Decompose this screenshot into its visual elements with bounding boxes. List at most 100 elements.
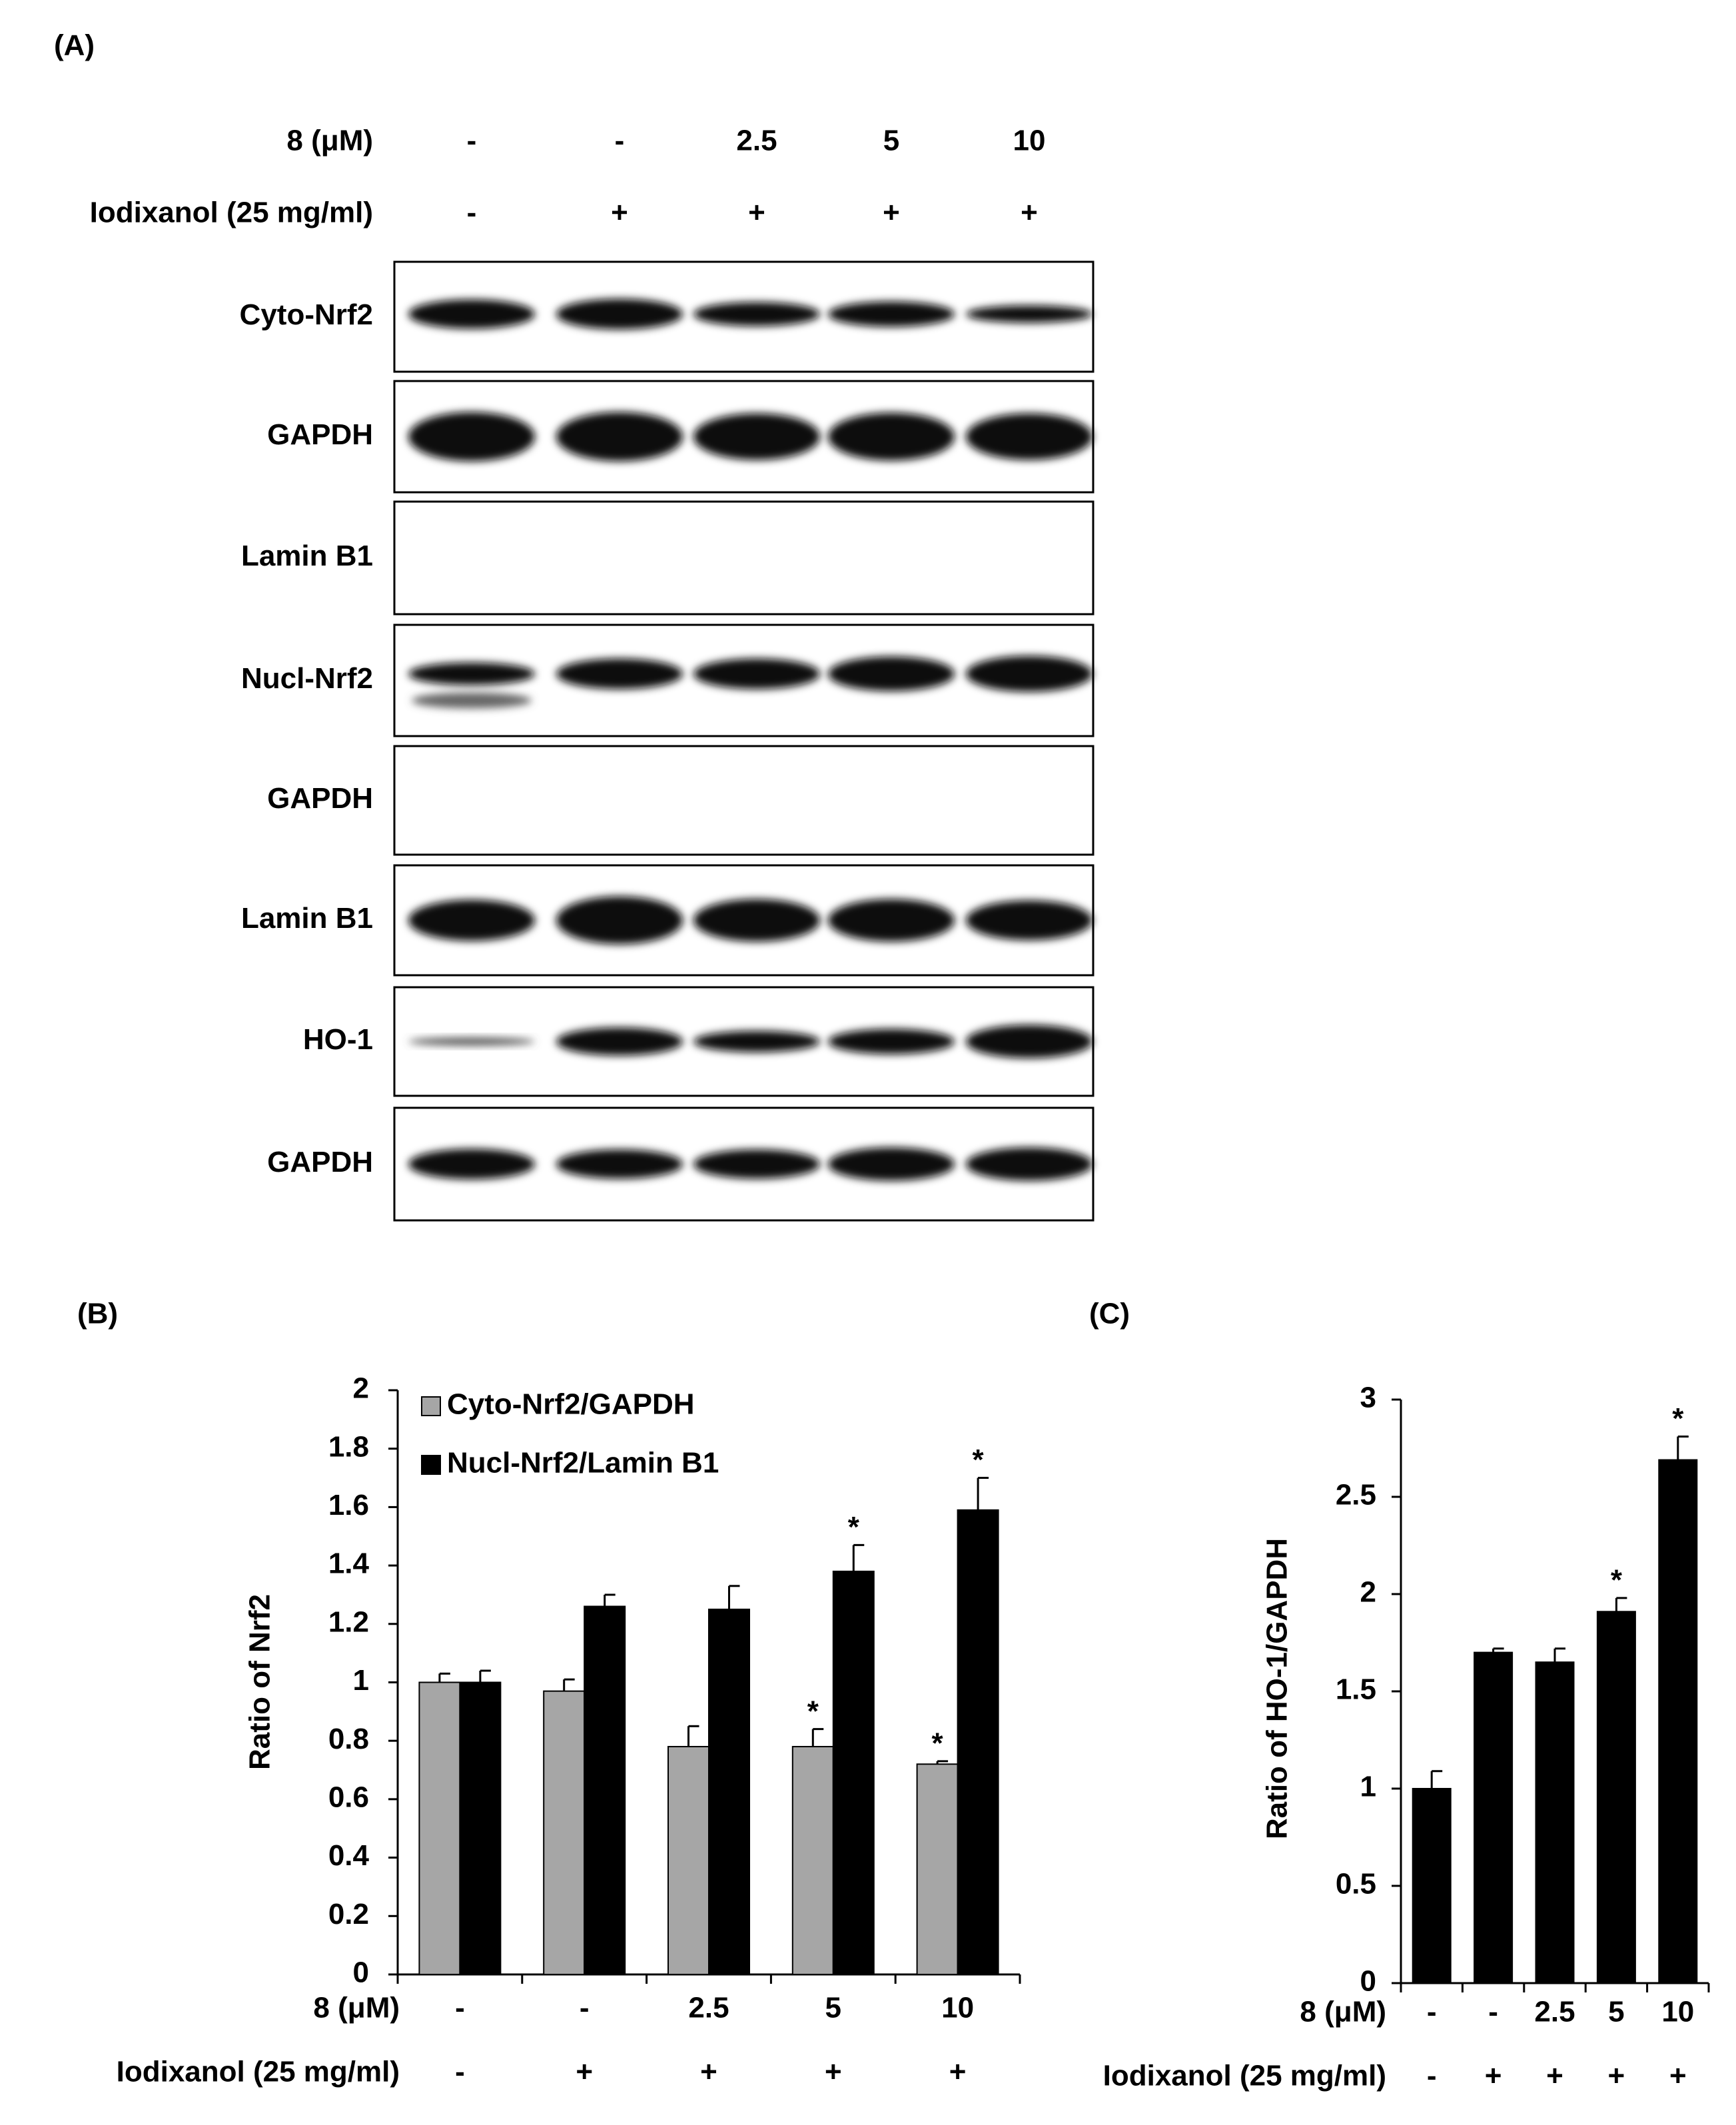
error-bar: [1553, 1647, 1565, 1663]
x-tick-label: -: [1427, 2060, 1437, 2092]
x-tick-label: 10: [1661, 1996, 1694, 2028]
condition-value: -: [467, 197, 477, 229]
y-tick-label: 1.4: [328, 1547, 370, 1580]
x-tick-label: -: [580, 1992, 590, 2024]
blot-band: [693, 413, 820, 460]
x-tick-label: +: [576, 2056, 593, 2088]
error-bar: [1492, 1647, 1504, 1653]
x-tick-label: -: [455, 1992, 465, 2024]
y-tick-label: 2: [353, 1372, 369, 1405]
bar: [543, 1690, 586, 1976]
blot-band: [556, 1027, 683, 1056]
y-tick-label: 1.2: [328, 1605, 369, 1638]
x-tick-label: +: [1546, 2060, 1563, 2092]
y-tick-label: 1: [353, 1664, 369, 1697]
category-row-label: 8 (μM): [1300, 1996, 1386, 2028]
bar: [667, 1745, 709, 1975]
blot-row-label: GAPDH: [267, 1146, 373, 1178]
blot-band: [408, 1148, 535, 1180]
blot-box: [393, 500, 1094, 616]
bar: [916, 1763, 959, 1976]
blot-row-label: GAPDH: [267, 782, 373, 815]
bar: [708, 1608, 750, 1975]
x-tick-label: +: [1669, 2060, 1687, 2092]
blot-band: [556, 298, 683, 330]
blot-band: [828, 1029, 955, 1055]
error-bar: [563, 1678, 575, 1691]
x-tick-label: +: [949, 2056, 967, 2088]
error-bar: [687, 1725, 699, 1747]
blot-row-label: Lamin B1: [241, 540, 373, 572]
condition-value: +: [748, 197, 765, 229]
condition-value: 2.5: [736, 125, 777, 157]
blot-row-label: Nucl-Nrf2: [241, 662, 373, 695]
blot-band: [693, 1031, 820, 1053]
error-bar: [479, 1669, 491, 1683]
significance-mark: *: [1672, 1402, 1684, 1435]
significance-mark: *: [848, 1511, 860, 1543]
y-tick-label: 0.6: [328, 1781, 369, 1814]
blot-band: [412, 692, 532, 709]
x-tick-label: +: [825, 2056, 842, 2088]
bar: [1412, 1788, 1452, 1984]
y-tick-label: 1: [1360, 1771, 1376, 1803]
condition-value: +: [611, 197, 628, 229]
significance-mark: *: [932, 1727, 944, 1760]
x-tick-label: +: [1608, 2060, 1625, 2092]
blot-band: [828, 1147, 955, 1181]
blot-band: [828, 301, 955, 327]
blot-row-label: Lamin B1: [241, 902, 373, 935]
blot-band: [828, 899, 955, 942]
category-row-label: Iodixanol (25 mg/ml): [117, 2056, 400, 2088]
y-tick-label: 0.4: [328, 1839, 370, 1872]
x-tick-label: 5: [1608, 1996, 1624, 2028]
condition-label: Iodixanol (25 mg/ml): [90, 197, 373, 229]
x-tick-label: 2.5: [1534, 1996, 1575, 2028]
blot-row-label: Cyto-Nrf2: [240, 298, 373, 331]
blot-band: [693, 899, 820, 942]
y-tick-label: 0.8: [328, 1723, 369, 1755]
condition-value: -: [615, 125, 625, 157]
x-tick-label: 5: [825, 1992, 841, 2024]
category-row-label: 8 (μM): [313, 1992, 400, 2024]
bar: [1658, 1459, 1698, 1984]
panel-label: (B): [77, 1298, 118, 1330]
bar: [1535, 1661, 1575, 1984]
blot-band: [966, 1025, 1092, 1059]
x-tick-label: 10: [941, 1992, 974, 2024]
x-tick-label: +: [1485, 2060, 1502, 2092]
error-bar: [728, 1585, 740, 1609]
y-tick-label: 1.6: [328, 1489, 369, 1521]
panel-label: (C): [1089, 1298, 1130, 1330]
blot-band: [556, 658, 683, 689]
blot-band: [693, 658, 820, 689]
error-bar: [1615, 1597, 1627, 1612]
condition-value: +: [883, 197, 900, 229]
x-tick-label: -: [1427, 1996, 1437, 2028]
y-tick-label: 0: [1360, 1965, 1376, 1998]
category-row-label: Iodixanol (25 mg/ml): [1103, 2060, 1386, 2092]
y-tick-label: 3: [1360, 1382, 1376, 1414]
blot-band: [408, 299, 535, 329]
bar: [791, 1745, 834, 1975]
blot-band: [966, 900, 1092, 941]
blot-row-label: HO-1: [303, 1023, 373, 1056]
legend-swatch: [421, 1396, 441, 1416]
blot-band: [408, 899, 535, 941]
bar: [1474, 1651, 1514, 1984]
legend-swatch: [421, 1455, 441, 1475]
y-tick-label: 2: [1360, 1576, 1376, 1609]
y-tick-label: 0.2: [328, 1898, 369, 1930]
bar: [832, 1570, 875, 1976]
condition-value: 10: [1013, 125, 1046, 157]
bar: [957, 1509, 999, 1975]
condition-label: 8 (μM): [286, 125, 373, 157]
blot-band: [556, 1149, 683, 1179]
y-axis-label: Ratio of HO-1/GAPDH: [1261, 1538, 1294, 1839]
panel-label: (A): [54, 29, 95, 62]
blot-band: [693, 1149, 820, 1179]
blot-band: [966, 413, 1092, 460]
error-bar: [438, 1672, 450, 1683]
legend-label: Cyto-Nrf2/GAPDH: [447, 1388, 695, 1421]
y-tick-label: 2.5: [1336, 1479, 1376, 1511]
